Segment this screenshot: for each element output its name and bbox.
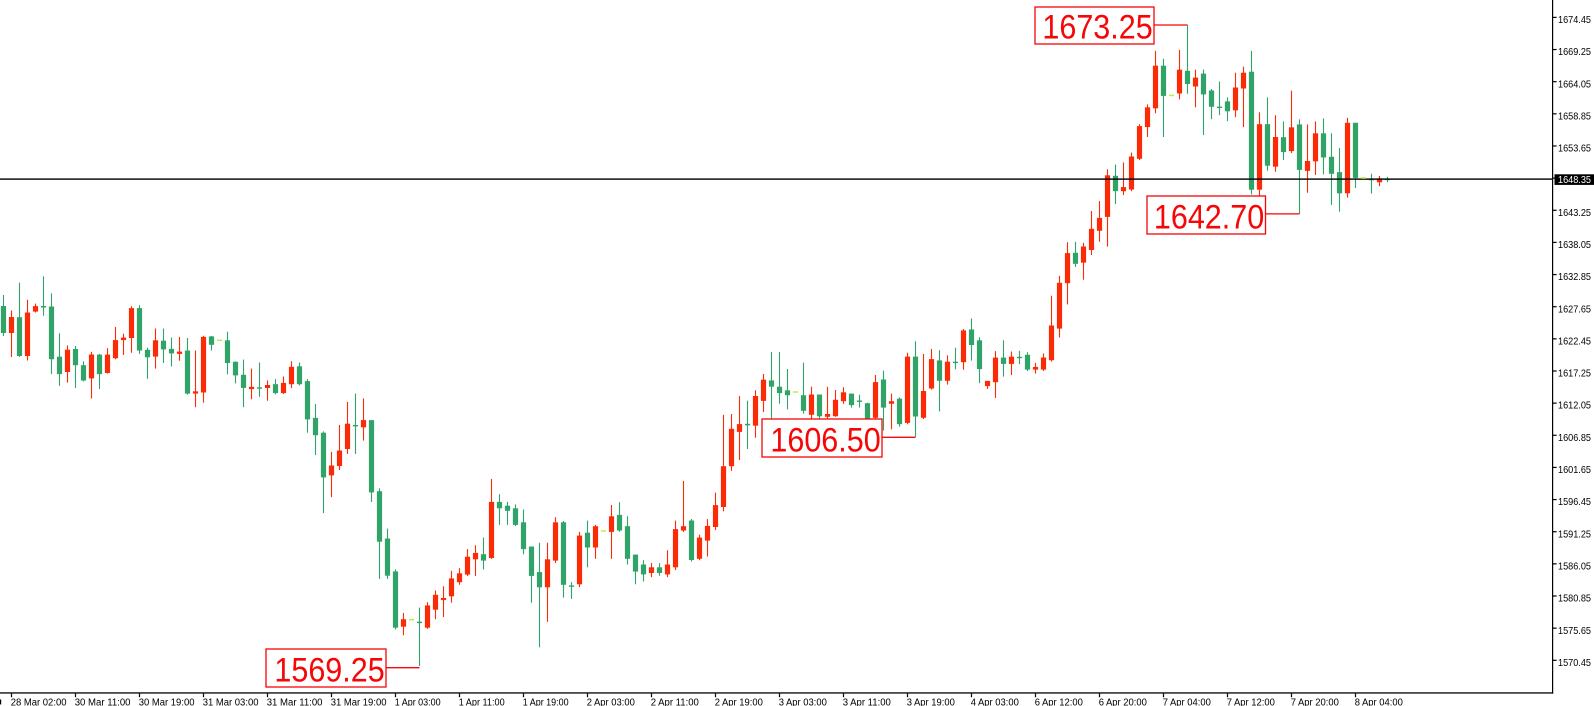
svg-text:30 Mar 11:00: 30 Mar 11:00 bbox=[75, 698, 131, 706]
svg-text:1648.35: 1648.35 bbox=[1558, 174, 1591, 186]
svg-text:1569.25: 1569.25 bbox=[274, 651, 384, 689]
svg-text:1658.85: 1658.85 bbox=[1558, 110, 1591, 122]
svg-text:1591.25: 1591.25 bbox=[1558, 528, 1591, 540]
svg-text:31 Mar 03:00: 31 Mar 03:00 bbox=[203, 698, 259, 706]
svg-text:30 Mar 19:00: 30 Mar 19:00 bbox=[139, 698, 195, 706]
svg-text:1664.05: 1664.05 bbox=[1558, 78, 1591, 90]
svg-text:1642.70: 1642.70 bbox=[1154, 198, 1264, 236]
svg-text:1606.50: 1606.50 bbox=[770, 421, 880, 459]
svg-text:1643.25: 1643.25 bbox=[1558, 207, 1591, 219]
svg-text:1669.25: 1669.25 bbox=[1558, 46, 1591, 58]
svg-text:4 Apr 03:00: 4 Apr 03:00 bbox=[971, 698, 1020, 706]
svg-text:1673.25: 1673.25 bbox=[1042, 8, 1152, 46]
svg-text:1 Apr 03:00: 1 Apr 03:00 bbox=[395, 698, 441, 706]
svg-text:7 Apr 12:00: 7 Apr 12:00 bbox=[1227, 698, 1276, 706]
svg-text:1622.45: 1622.45 bbox=[1558, 335, 1591, 347]
svg-text:1638.05: 1638.05 bbox=[1558, 239, 1591, 251]
svg-text:1632.85: 1632.85 bbox=[1558, 271, 1591, 283]
svg-text:3 Apr 11:00: 3 Apr 11:00 bbox=[843, 698, 892, 706]
svg-text:1653.65: 1653.65 bbox=[1558, 143, 1591, 155]
svg-text:1575.65: 1575.65 bbox=[1558, 625, 1591, 637]
svg-text:1606.85: 1606.85 bbox=[1558, 432, 1591, 444]
svg-text:8 Apr 04:00: 8 Apr 04:00 bbox=[1355, 698, 1404, 706]
svg-text:3 Apr 03:00: 3 Apr 03:00 bbox=[779, 698, 828, 706]
svg-text:7 Apr 20:00: 7 Apr 20:00 bbox=[1291, 698, 1340, 706]
svg-text:3 Apr 19:00: 3 Apr 19:00 bbox=[907, 698, 956, 706]
svg-text:7 Apr 04:00: 7 Apr 04:00 bbox=[1163, 698, 1212, 706]
svg-text:28 Mar 02:00: 28 Mar 02:00 bbox=[11, 698, 67, 706]
svg-text:2 Apr 19:00: 2 Apr 19:00 bbox=[715, 698, 764, 706]
svg-text:1617.25: 1617.25 bbox=[1558, 368, 1591, 380]
svg-text:1586.05: 1586.05 bbox=[1558, 560, 1591, 572]
svg-text:1580.85: 1580.85 bbox=[1558, 593, 1591, 605]
svg-text:2 Apr 03:00: 2 Apr 03:00 bbox=[587, 698, 636, 706]
svg-text:1674.45: 1674.45 bbox=[1558, 14, 1591, 26]
svg-text:1 Apr 11:00: 1 Apr 11:00 bbox=[459, 698, 505, 706]
svg-text:1627.65: 1627.65 bbox=[1558, 303, 1591, 315]
svg-text:1 Apr 19:00: 1 Apr 19:00 bbox=[523, 698, 569, 706]
svg-text:1570.45: 1570.45 bbox=[1558, 657, 1591, 669]
svg-text:2 Apr 11:00: 2 Apr 11:00 bbox=[651, 698, 700, 706]
svg-text:1612.05: 1612.05 bbox=[1558, 400, 1591, 412]
svg-text:31 Mar 19:00: 31 Mar 19:00 bbox=[331, 698, 387, 706]
svg-text:31 Mar 11:00: 31 Mar 11:00 bbox=[267, 698, 323, 706]
svg-text:1601.65: 1601.65 bbox=[1558, 464, 1591, 476]
svg-text:6 Apr 12:00: 6 Apr 12:00 bbox=[1035, 698, 1084, 706]
svg-text:1596.45: 1596.45 bbox=[1558, 496, 1591, 508]
svg-text:6 Apr 20:00: 6 Apr 20:00 bbox=[1099, 698, 1148, 706]
